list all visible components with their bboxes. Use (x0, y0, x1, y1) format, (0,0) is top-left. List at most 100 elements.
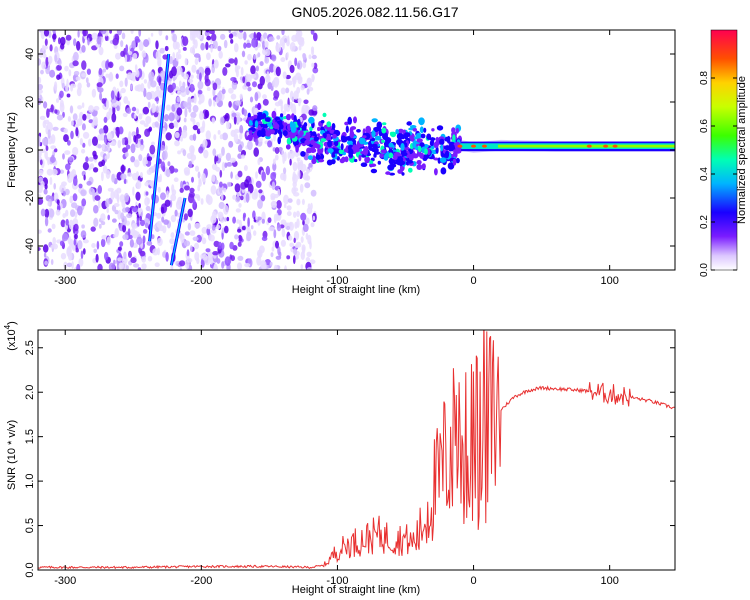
noise-blob (184, 231, 190, 236)
noise-blob (123, 96, 129, 104)
noise-blob (253, 54, 256, 60)
noise-blob (310, 46, 315, 53)
noise-blob (234, 57, 238, 66)
noise-blob (80, 189, 87, 197)
noise-blob (253, 188, 258, 199)
noise-blob (170, 193, 177, 202)
noise-blob (275, 212, 279, 221)
noise-blob (289, 42, 296, 52)
noise-blob (74, 123, 79, 129)
noise-blob (145, 205, 151, 212)
noise-blob (81, 224, 85, 229)
noise-blob (224, 112, 230, 122)
noise-blob (133, 231, 140, 236)
noise-blob (305, 217, 310, 225)
noise-blob (228, 33, 234, 39)
noise-blob (172, 52, 176, 61)
noise-blob (52, 33, 57, 40)
noise-blob (160, 161, 166, 171)
noise-blob (209, 30, 215, 35)
noise-blob (145, 53, 149, 64)
noise-blob (282, 71, 287, 79)
noise-blob (120, 212, 125, 220)
noise-blob (43, 252, 47, 258)
noise-blob (289, 221, 294, 231)
noise-blob (73, 38, 77, 47)
noise-blob (73, 70, 80, 76)
signal-blob (388, 157, 394, 165)
noise-blob (92, 136, 98, 146)
noise-blob (96, 36, 102, 45)
noise-blob (111, 112, 117, 123)
noise-blob (38, 149, 42, 158)
noise-blob (291, 76, 297, 83)
noise-blob (124, 77, 128, 87)
noise-blob (125, 265, 129, 270)
noise-blob (141, 256, 147, 263)
spectrogram-ytick-label: 0 (24, 147, 36, 153)
noise-blob (239, 132, 243, 140)
snr-ytick-label: 0.5 (24, 518, 36, 533)
signal-blob (313, 136, 319, 142)
noise-blob (44, 38, 48, 46)
noise-blob (143, 229, 148, 234)
signal-blob (320, 138, 327, 142)
noise-blob (132, 52, 138, 60)
signal-blob (405, 150, 410, 159)
noise-blob (223, 204, 229, 215)
signal-hotspot (471, 144, 477, 148)
noise-blob (192, 30, 199, 38)
noise-blob (198, 177, 201, 184)
noise-blob (173, 120, 178, 128)
noise-blob (139, 250, 146, 257)
noise-blob (228, 140, 234, 148)
noise-blob (235, 67, 239, 78)
noise-blob (235, 208, 241, 213)
noise-blob (71, 261, 74, 269)
noise-blob (217, 45, 222, 52)
noise-blob (302, 223, 309, 233)
signal-blob (257, 113, 263, 121)
noise-blob (236, 262, 243, 270)
noise-blob (208, 98, 212, 107)
noise-blob (69, 156, 73, 162)
noise-blob (297, 77, 303, 85)
noise-blob (97, 134, 103, 141)
signal-blob (388, 152, 393, 159)
noise-blob (75, 76, 81, 81)
signal-blob (381, 127, 387, 134)
noise-blob (236, 115, 241, 124)
noise-blob (273, 133, 276, 142)
noise-blob (295, 32, 301, 42)
noise-blob (157, 176, 161, 183)
noise-blob (172, 33, 177, 43)
noise-blob (85, 156, 89, 163)
noise-blob (296, 210, 300, 217)
snr-ytick-label: 0.0 (24, 562, 36, 577)
signal-hotspot (481, 144, 487, 148)
noise-blob (176, 107, 183, 116)
noise-blob (98, 161, 103, 168)
signal-blob (277, 128, 282, 135)
noise-blob (300, 163, 307, 172)
noise-blob (62, 233, 69, 242)
noise-blob (287, 198, 293, 203)
noise-blob (221, 261, 225, 269)
noise-blob (56, 64, 62, 71)
noise-blob (138, 210, 142, 215)
signal-blob (351, 145, 358, 151)
noise-blob (220, 214, 224, 223)
noise-blob (214, 60, 219, 68)
noise-blob (247, 217, 250, 228)
noise-blob (81, 198, 87, 207)
noise-blob (205, 41, 209, 51)
signal-band-core (498, 144, 675, 148)
noise-blob (194, 242, 199, 250)
noise-blob (145, 116, 152, 124)
noise-blob (177, 90, 182, 96)
noise-blob (223, 187, 227, 193)
noise-blob (101, 98, 106, 104)
noise-blob (38, 83, 43, 91)
snr-xtick-label: 100 (600, 575, 618, 587)
noise-blob (98, 67, 103, 76)
